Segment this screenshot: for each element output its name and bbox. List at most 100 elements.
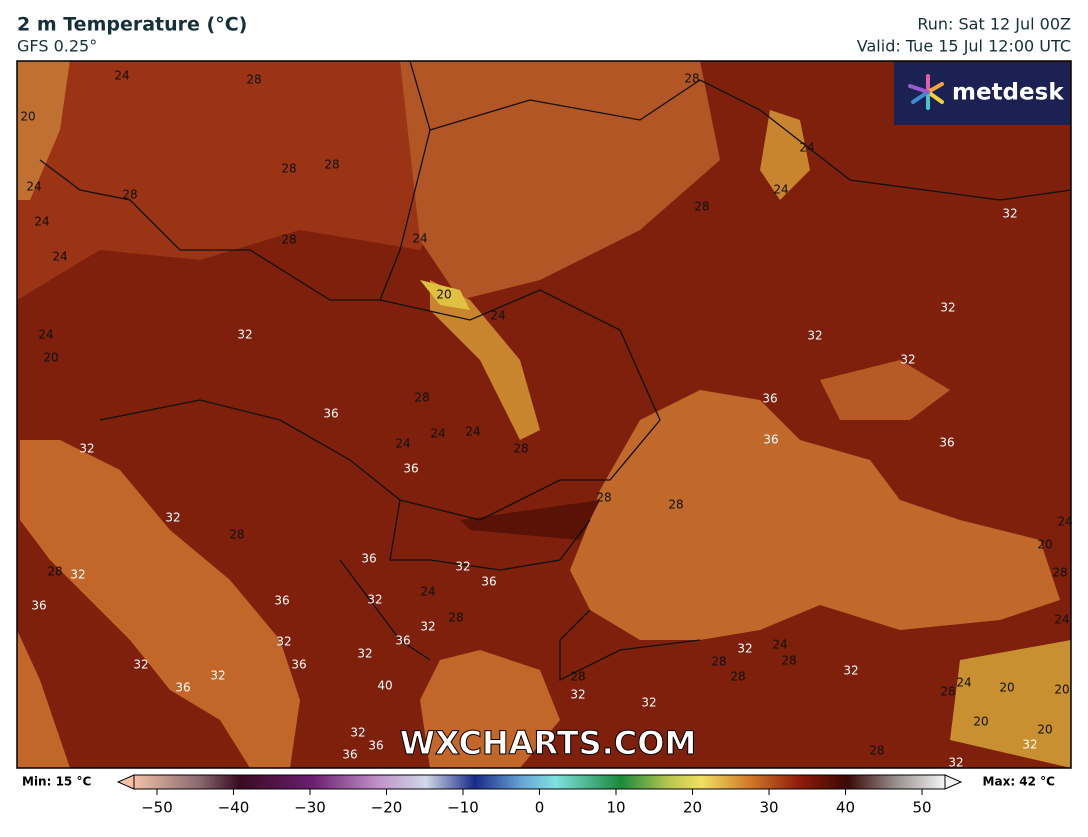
contour-label: 28 (869, 744, 884, 758)
contour-label: 24 (26, 180, 41, 194)
contour-label: 24 (490, 309, 505, 323)
colorbar-tick-label: −50 (141, 799, 173, 817)
contour-label: 32 (79, 442, 94, 456)
contour-label: 32 (276, 635, 291, 649)
contour-label: 28 (448, 611, 463, 625)
anatolia-high (950, 640, 1071, 768)
contour-label: 36 (274, 594, 289, 608)
contour-label: 32 (900, 353, 915, 367)
contour-label: 32 (357, 647, 372, 661)
contour-label: 24 (395, 437, 410, 451)
colorbar-bar (133, 774, 946, 790)
contour-label: 36 (31, 599, 46, 613)
contour-label: 28 (684, 72, 699, 86)
north-west (17, 61, 470, 300)
highland (420, 280, 470, 310)
contour-label: 20 (1037, 723, 1052, 737)
contour-label: 28 (246, 73, 261, 87)
contour-label: 36 (368, 739, 383, 753)
black-sea (570, 390, 1060, 640)
contour-label: 36 (361, 552, 376, 566)
contour-label: 24 (1057, 515, 1072, 529)
valid-time: Valid: Tue 15 Jul 12:00 UTC (857, 37, 1071, 56)
colorbar-left-end (116, 774, 135, 790)
colorbar-tick-label: 50 (913, 799, 932, 817)
contour-label: 32 (455, 560, 470, 574)
contour-label: 20 (973, 715, 988, 729)
colorbar-tick-label: 20 (683, 799, 702, 817)
contour-label: 28 (940, 685, 955, 699)
carpathians (430, 280, 540, 440)
contour-label: 36 (291, 658, 306, 672)
run-time: Run: Sat 12 Jul 00Z (917, 15, 1071, 34)
contour-label: 28 (281, 233, 296, 247)
contour-label: 20 (436, 288, 451, 302)
contour-label: 28 (414, 391, 429, 405)
contour-label: 32 (737, 642, 752, 656)
map (17, 61, 1071, 768)
contour-label: 32 (1002, 207, 1017, 221)
subtitle: GFS 0.25° (17, 37, 97, 56)
contour-label: 28 (668, 498, 683, 512)
contour-label: 24 (772, 638, 787, 652)
contour-label: 32 (350, 726, 365, 740)
contour-label: 32 (237, 328, 252, 342)
contour-label: 28 (730, 670, 745, 684)
contour-label: 20 (1054, 683, 1069, 697)
contour-label: 20 (20, 110, 35, 124)
contour-label: 24 (1054, 613, 1069, 627)
logo-text: metdesk (952, 80, 1064, 106)
contour-label: 36 (939, 436, 954, 450)
min-label: Min: 15 °C (22, 775, 91, 789)
colorbar-tick-label: −10 (447, 799, 479, 817)
colorbar-tick-label: −40 (218, 799, 250, 817)
colorbar-tick-label: 0 (535, 799, 545, 817)
contour-label: 28 (694, 200, 709, 214)
contour-label: 24 (799, 141, 814, 155)
adriatic-sea (20, 440, 300, 768)
contour-label: 40 (377, 679, 392, 693)
colorbar-tick-label: 40 (836, 799, 855, 817)
tyrrhenian-sea (17, 630, 70, 768)
contour-label: 20 (43, 351, 58, 365)
contour-label: 28 (711, 655, 726, 669)
contour-label: 24 (38, 328, 53, 342)
colorbar-tick-label: −20 (371, 799, 403, 817)
contour-label: 32 (367, 593, 382, 607)
contour-label: 24 (430, 427, 445, 441)
watermark: WXCHARTS.COM (400, 724, 697, 762)
contour-label: 28 (1052, 566, 1067, 580)
contour-label: 36 (395, 634, 410, 648)
contour-label: 36 (762, 392, 777, 406)
upland (760, 110, 810, 200)
contour-label: 28 (324, 158, 339, 172)
contour-label: 36 (342, 748, 357, 762)
alps (17, 61, 70, 200)
contour-label: 32 (948, 756, 963, 770)
contour-label: 28 (596, 491, 611, 505)
contour-label: 20 (1037, 538, 1052, 552)
danube-plain (460, 500, 600, 540)
contour-label: 28 (281, 162, 296, 176)
logo-icon (908, 74, 944, 110)
contour-label: 28 (47, 565, 62, 579)
contour-label: 32 (570, 688, 585, 702)
contour-label: 24 (52, 250, 67, 264)
contour-label: 24 (34, 215, 49, 229)
azov-sea (820, 360, 950, 420)
contour-label: 28 (513, 442, 528, 456)
contour-label: 36 (763, 433, 778, 447)
contour-label: 24 (114, 69, 129, 83)
north (400, 61, 720, 300)
colorbar-tick-label: 30 (759, 799, 778, 817)
map-frame (16, 60, 1072, 769)
colorbar-tick-label: 10 (606, 799, 625, 817)
contour-label: 36 (403, 462, 418, 476)
colorbar: −50 −40 −30 −20 −10 0 10 20 30 40 50 (116, 774, 963, 817)
contour-label: 32 (641, 696, 656, 710)
contour-label: 28 (570, 670, 585, 684)
contour-label: 32 (807, 329, 822, 343)
contour-label: 20 (999, 681, 1014, 695)
contour-label: 32 (940, 301, 955, 315)
